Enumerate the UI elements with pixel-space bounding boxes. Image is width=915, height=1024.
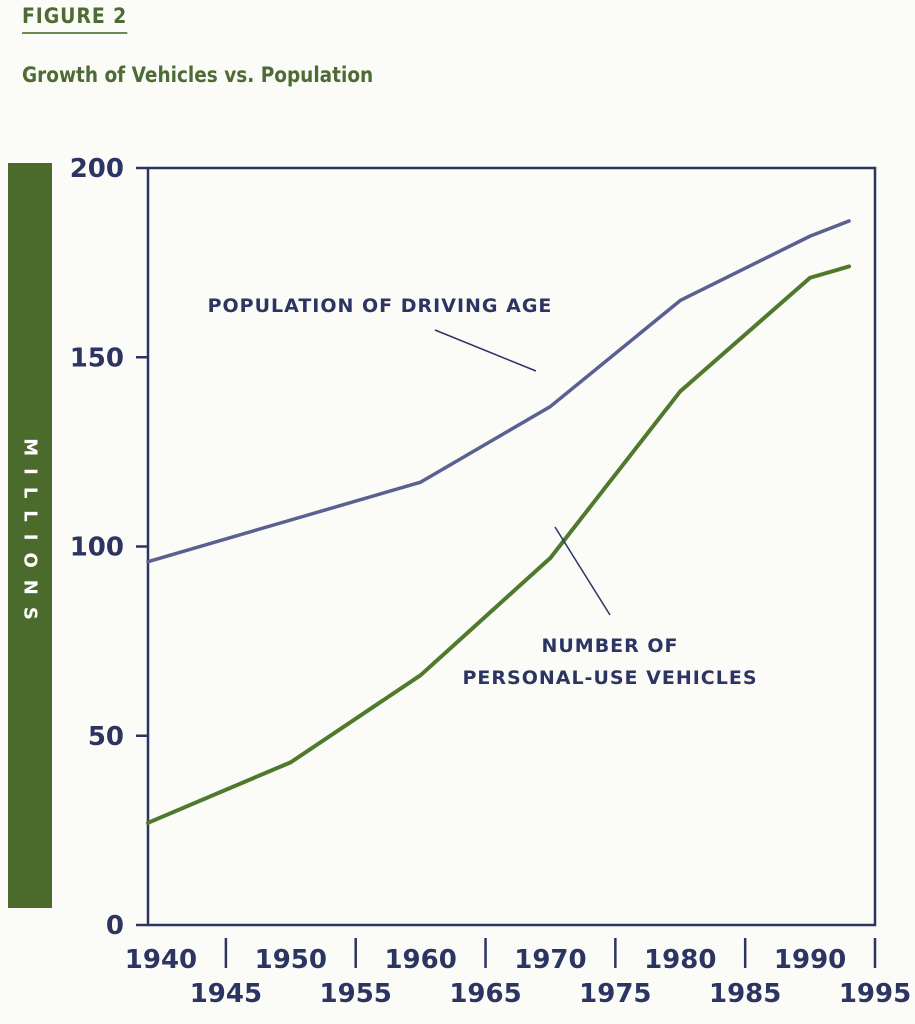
y-tick-label: 0 (106, 911, 124, 941)
x-tick-label: 1975 (579, 979, 651, 1009)
x-ticks: 1940 1950 1960 1970 1980 1990 1945 1955 1965 1975… (125, 938, 911, 1009)
y-tick-label: 150 (70, 343, 124, 373)
plot-frame (146, 166, 877, 927)
y-tick-label: 100 (70, 533, 124, 563)
x-tick-label: 1995 (839, 979, 911, 1009)
annotation-vehicles: NUMBER OF (541, 635, 678, 657)
y-tick-label: 50 (88, 722, 124, 752)
series-line-population (146, 219, 851, 564)
y-tick-label: 200 (70, 154, 124, 184)
series-line-vehicles (146, 264, 852, 825)
y-axis-label-bar (8, 163, 52, 908)
x-tick-label: 1980 (644, 945, 716, 975)
x-tick-label: 1990 (774, 945, 846, 975)
leader-line-population (434, 329, 537, 372)
leader-line-vehicles (554, 526, 611, 616)
x-tick-label: 1945 (190, 979, 262, 1009)
x-tick-label: 1950 (255, 945, 327, 975)
x-tick-label: 1970 (514, 945, 586, 975)
y-ticks: 0 50 100 150 200 (70, 154, 148, 941)
x-tick-label: 1965 (449, 979, 521, 1009)
x-tick-label: 1940 (125, 945, 197, 975)
figure-title: Growth of Vehicles vs. Population (22, 63, 374, 87)
series-lines (146, 219, 852, 825)
annotation-vehicles: PERSONAL-USE VEHICLES (462, 667, 757, 689)
annotations: POPULATION OF DRIVING AGE NUMBER OF PERSON… (208, 295, 757, 689)
x-tick-label: 1960 (384, 945, 456, 975)
x-tick-label: 1955 (320, 979, 392, 1009)
annotation-population: POPULATION OF DRIVING AGE (208, 295, 553, 317)
figure-label: FIGURE 2 (22, 4, 128, 34)
x-tick-label: 1985 (709, 979, 781, 1009)
